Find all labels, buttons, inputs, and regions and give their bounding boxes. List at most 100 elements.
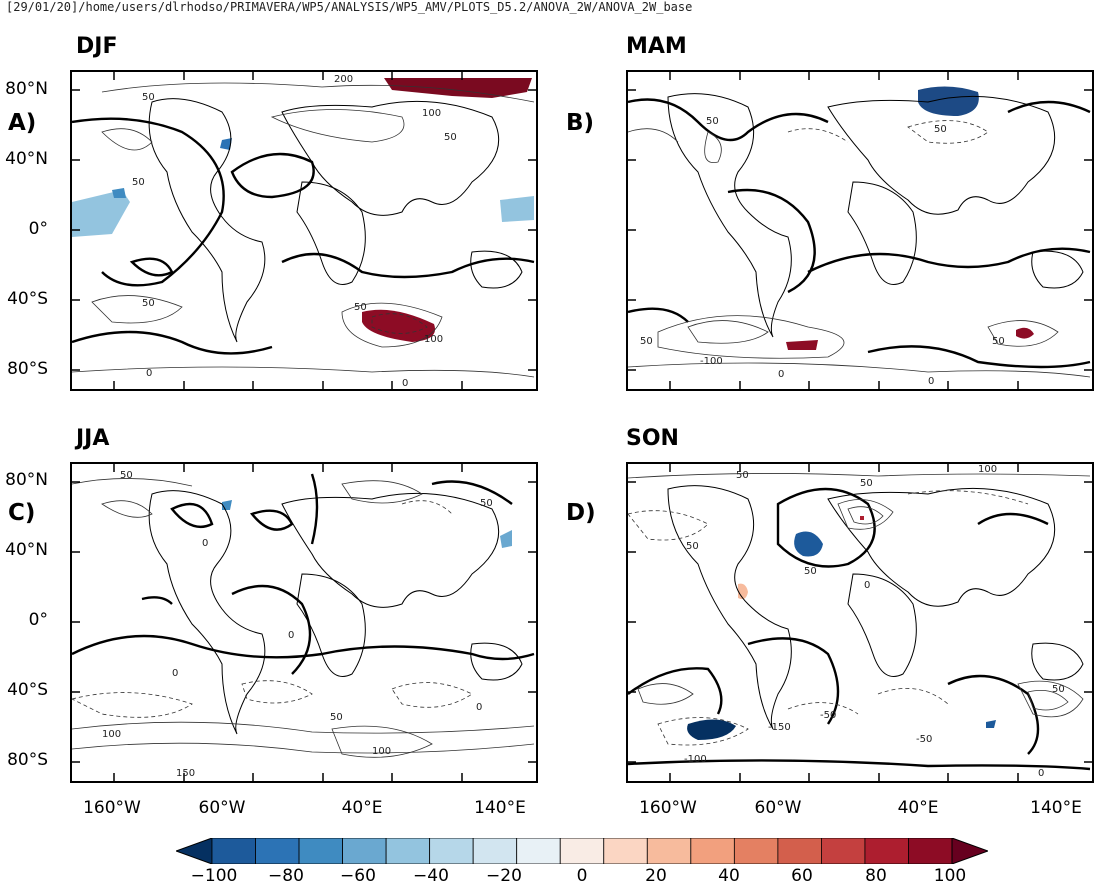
panel-c-season-title: JJA [76,426,110,451]
colorbar-segment [603,838,648,864]
contour-label: -50 [820,710,836,721]
contour-label: 0 [172,668,178,679]
colorbar-segment [429,838,474,864]
contour-label: 50 [120,470,133,481]
lon-label-40e-left: 40°E [341,798,383,818]
contour-label: 50 [354,302,367,313]
lat-label-80s-bottom: 80°S [7,750,48,770]
colorbar-segment [864,838,909,864]
lon-label-140e-left: 140°E [474,798,526,818]
contour-label: -100 [684,754,707,765]
anomaly-shading [986,720,996,728]
contour-label: 50 [736,470,749,481]
contour-label: 0 [778,369,784,380]
contour-label: 0 [202,538,208,549]
lon-label-60w-left: 60°W [198,798,246,818]
contour-label: -150 [768,722,791,733]
lon-label-60w-right: 60°W [754,798,802,818]
colorbar-segment [821,838,866,864]
colorbar-label: 20 [645,866,667,886]
contour-label: 50 [330,712,343,723]
panel-b-map-svg: 50 50 50 50 -100 0 0 [628,72,1092,389]
panel-d-map-svg: 50 100 50 50 50 0 -150 -50 -50 50 0 -100 [628,464,1092,781]
anomaly-shading [222,500,232,510]
anomaly-shading [384,78,532,98]
anomaly-shading [72,190,130,237]
contour-label: 50 [860,478,873,489]
panel-a-map-svg: 200 50 100 50 50 50 50 100 0 0 [72,72,536,389]
colorbar-segment [255,838,300,864]
colorbar-label: −20 [486,866,522,886]
contour-label: 50 [142,92,155,103]
contour-label: 50 [686,541,699,552]
panel-d-letter: D) [566,500,596,526]
contour-label: 50 [1052,684,1065,695]
contour-label: 100 [424,334,443,345]
contour-label: 50 [444,132,457,143]
colorbar-segment [298,838,343,864]
lat-label-40s-top: 40°S [7,289,48,309]
lat-label-eq-bottom: 0° [28,610,48,630]
lat-label-80n-top: 80°N [5,79,48,99]
contour-label: 150 [176,768,195,779]
colorbar-segment [733,838,779,864]
contour-label: 100 [372,746,391,757]
panel-c-map: 50 50 0 0 0 100 50 100 150 0 [70,462,538,783]
contour-label: 0 [476,702,482,713]
colorbar-min-arrow [176,838,213,864]
lat-label-40s-bottom: 40°S [7,680,48,700]
lat-label-80s-top: 80°S [7,359,48,379]
anomaly-shading [687,719,736,740]
contour-label: 0 [864,580,870,591]
colorbar-segment [559,838,605,864]
contour-label: 0 [146,368,152,379]
contour-label: 50 [480,498,493,509]
panel-d-season-title: SON [626,426,679,451]
colorbar-label: −80 [268,866,304,886]
colorbar-label: 80 [865,866,887,886]
contour-label: 50 [804,566,817,577]
anomaly-shading [738,583,748,600]
contour-label: 0 [402,378,408,389]
contour-label: 0 [1038,768,1044,779]
colorbar-segment [472,838,518,864]
contour-label: 200 [334,74,353,85]
colorbar-segment [211,838,256,864]
colorbar-segment [646,838,692,864]
contour-label: 50 [132,177,145,188]
lon-label-160w-right: 160°W [639,798,697,818]
lat-label-40n-bottom: 40°N [5,540,48,560]
lon-label-40e-right: 40°E [897,798,939,818]
contour-label: 50 [640,336,653,347]
colorbar-segment [516,838,561,864]
lat-label-40n-top: 40°N [5,149,48,169]
panel-a-season-title: DJF [76,34,118,59]
lat-label-eq-top: 0° [28,219,48,239]
lon-label-140e-right: 140°E [1030,798,1082,818]
file-path-header: [29/01/20]/home/users/dlrhodso/PRIMAVERA… [6,0,693,14]
contour-label: 100 [102,729,121,740]
colorbar-segment [342,838,387,864]
panel-b-map: 50 50 50 50 -100 0 0 [626,70,1094,391]
contour-label: -100 [700,356,723,367]
panel-a-map: 200 50 100 50 50 50 50 100 0 0 [70,70,538,391]
panel-d-map: 50 100 50 50 50 0 -150 -50 -50 50 0 -100 [626,462,1094,783]
panel-c-letter: C) [8,500,36,526]
anomaly-shading [500,530,512,548]
contour-label: 50 [934,124,947,135]
anomaly-shading [918,86,979,116]
colorbar-label: 0 [576,866,588,886]
colorbar-label: 40 [718,866,740,886]
contour-label: 50 [992,336,1005,347]
colorbar-label: 100 [933,866,967,886]
contour-label: 50 [706,116,719,127]
colorbar-segment [777,838,822,864]
colorbar-segment [690,838,735,864]
contour-label: -50 [916,734,932,745]
anomaly-shading [220,138,232,150]
anomaly-shading [860,516,864,520]
panel-b-letter: B) [566,110,595,136]
lon-label-160w-left: 160°W [83,798,141,818]
anomaly-shading [1016,327,1034,339]
anomaly-shading [794,531,823,557]
